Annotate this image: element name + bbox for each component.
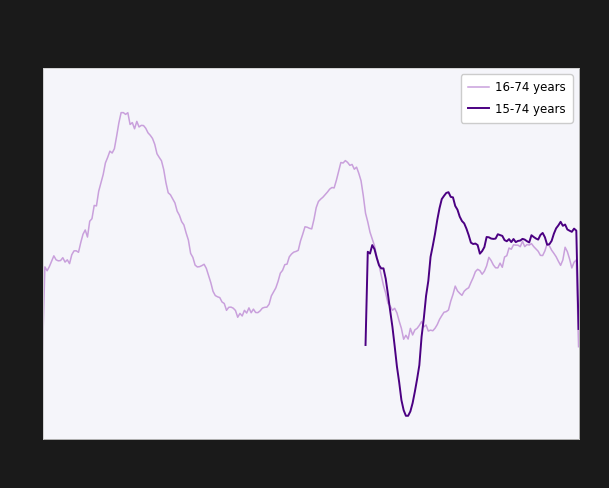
16-74 years bbox=[127, 122, 134, 127]
16-74 years bbox=[539, 253, 546, 259]
Line: 15-74 years: 15-74 years bbox=[365, 192, 579, 416]
15-74 years bbox=[391, 343, 398, 349]
15-74 years bbox=[474, 242, 481, 248]
15-74 years bbox=[445, 189, 452, 195]
15-74 years bbox=[362, 342, 369, 348]
16-74 years bbox=[39, 347, 46, 353]
16-74 years bbox=[223, 307, 230, 313]
15-74 years bbox=[481, 244, 488, 250]
15-74 years bbox=[459, 218, 466, 224]
15-74 years bbox=[561, 222, 569, 227]
16-74 years bbox=[120, 110, 127, 116]
15-74 years bbox=[424, 278, 432, 284]
16-74 years bbox=[395, 318, 403, 324]
16-74 years bbox=[575, 344, 582, 349]
15-74 years bbox=[402, 413, 409, 419]
Line: 16-74 years: 16-74 years bbox=[43, 113, 579, 350]
Legend: 16-74 years, 15-74 years: 16-74 years, 15-74 years bbox=[460, 74, 572, 122]
15-74 years bbox=[575, 326, 582, 332]
16-74 years bbox=[62, 259, 69, 265]
16-74 years bbox=[75, 249, 82, 255]
